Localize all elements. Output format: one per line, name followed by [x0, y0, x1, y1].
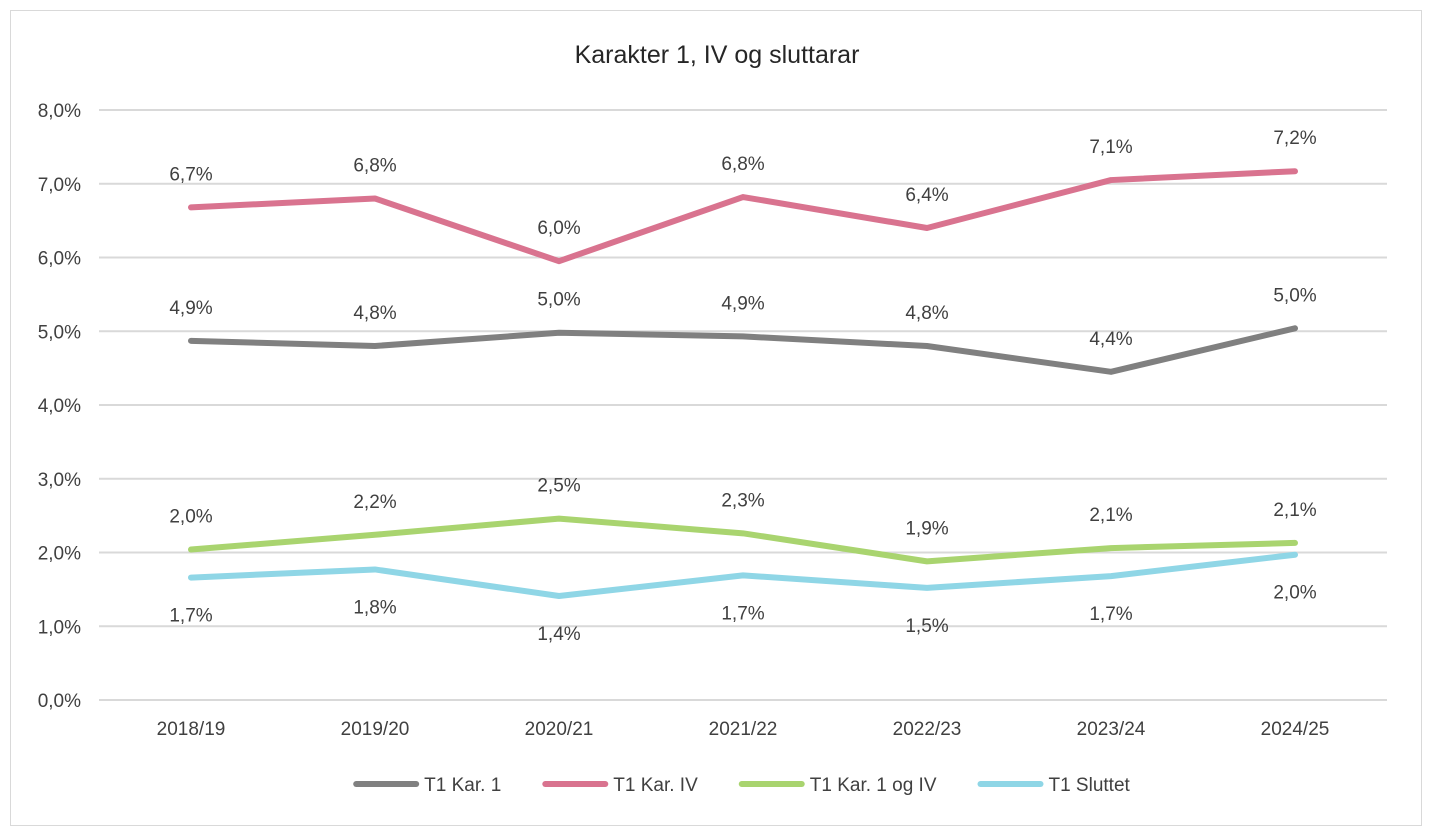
x-axis-ticks: 2018/19 2019/20 2020/21 2021/22 2022/23 2023/…	[157, 719, 1330, 740]
legend: T1 Kar. 1 T1 Kar. IV T1 Kar. 1 og IV T1 Slu…	[353, 775, 1131, 796]
data-label: 1,7%	[169, 606, 212, 627]
legend-label: T1 Kar. 1	[424, 775, 501, 796]
x-tick-label: 2020/21	[525, 719, 594, 740]
y-tick-label: 0,0%	[38, 691, 81, 712]
y-tick-label: 3,0%	[38, 470, 81, 491]
data-label: 2,0%	[1273, 583, 1316, 604]
data-label: 2,3%	[721, 490, 764, 511]
data-label: 2,5%	[537, 476, 580, 497]
x-tick-label: 2023/24	[1077, 719, 1146, 740]
data-label: 4,8%	[353, 303, 396, 324]
y-tick-label: 6,0%	[38, 249, 81, 270]
legend-label: T1 Sluttet	[1048, 775, 1130, 796]
chart-frame: Karakter 1, IV og sluttarar 0,0% 1,0% 2,0%…	[10, 10, 1422, 826]
x-tick-label: 2018/19	[157, 719, 226, 740]
y-tick-label: 4,0%	[38, 396, 81, 417]
data-label: 6,8%	[721, 154, 764, 175]
data-label: 5,0%	[537, 290, 580, 311]
data-label: 2,2%	[353, 492, 396, 513]
data-label: 1,7%	[721, 603, 764, 624]
data-label: 4,9%	[169, 298, 212, 319]
data-label: 6,0%	[537, 218, 580, 239]
data-labels: 4,9% 4,8% 5,0% 4,9% 4,8% 4,4% 5,0% 6,7% 6,8% 6,0%…	[169, 128, 1316, 645]
data-label: 6,4%	[905, 185, 948, 206]
data-label: 1,5%	[905, 616, 948, 637]
legend-label: T1 Kar. IV	[613, 775, 698, 796]
y-tick-label: 1,0%	[38, 617, 81, 638]
series-lines	[188, 168, 1298, 600]
data-label: 2,1%	[1089, 505, 1132, 526]
data-label: 5,0%	[1273, 285, 1316, 306]
y-tick-label: 2,0%	[38, 544, 81, 565]
data-label: 1,7%	[1089, 604, 1132, 625]
data-label: 2,0%	[169, 507, 212, 528]
legend-label: T1 Kar. 1 og IV	[810, 775, 937, 796]
data-label: 6,7%	[169, 164, 212, 185]
chart-title: Karakter 1, IV og sluttarar	[575, 41, 860, 69]
x-tick-label: 2019/20	[341, 719, 410, 740]
data-label: 7,2%	[1273, 128, 1316, 149]
data-label: 1,4%	[537, 624, 580, 645]
x-tick-label: 2021/22	[709, 719, 778, 740]
x-tick-label: 2022/23	[893, 719, 962, 740]
data-label: 4,9%	[721, 293, 764, 314]
data-label: 2,1%	[1273, 500, 1316, 521]
data-label: 1,9%	[905, 518, 948, 539]
y-tick-label: 8,0%	[38, 101, 81, 122]
y-tick-label: 5,0%	[38, 322, 81, 343]
x-tick-label: 2024/25	[1261, 719, 1330, 740]
y-axis-ticks: 0,0% 1,0% 2,0% 3,0% 4,0% 5,0% 6,0% 7,0% 8,0%	[38, 101, 81, 712]
data-label: 1,8%	[353, 597, 396, 618]
gridlines	[99, 109, 1387, 701]
data-label: 6,8%	[353, 156, 396, 177]
y-tick-label: 7,0%	[38, 175, 81, 196]
data-label: 4,4%	[1089, 329, 1132, 350]
data-label: 7,1%	[1089, 137, 1132, 158]
line-chart: Karakter 1, IV og sluttarar 0,0% 1,0% 2,0%…	[38, 41, 1387, 796]
data-label: 4,8%	[905, 303, 948, 324]
